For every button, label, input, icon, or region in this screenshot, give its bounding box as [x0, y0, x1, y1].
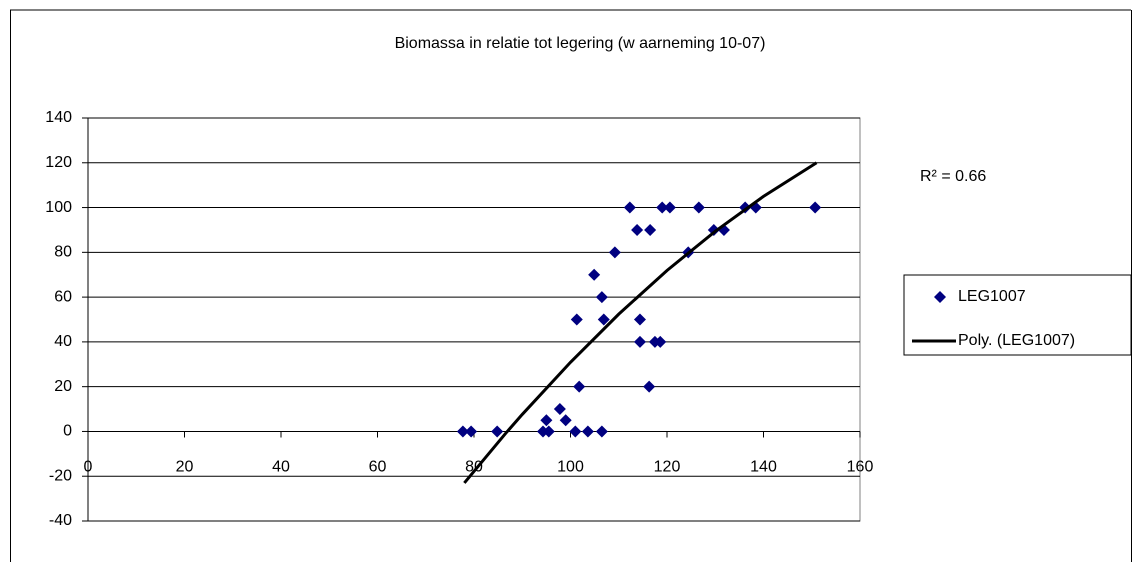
y-tick-label: 80	[54, 244, 72, 261]
trend-line	[463, 161, 818, 484]
point	[570, 313, 583, 326]
y-tick-label: 0	[63, 423, 72, 440]
point	[809, 201, 822, 214]
legend-label: Poly. (LEG1007)	[958, 332, 1075, 349]
y-tick-label: 60	[54, 288, 72, 305]
x-tick-label: 20	[176, 459, 194, 476]
point	[595, 291, 608, 304]
x-tick-label: 120	[654, 459, 681, 476]
x-tick-label: 100	[557, 459, 584, 476]
point	[623, 201, 636, 214]
y-tick-label: 100	[45, 199, 72, 216]
point	[588, 268, 601, 281]
r-squared: R² = 0.66	[920, 168, 986, 185]
y-tick-label: 120	[45, 154, 72, 171]
point	[654, 335, 667, 348]
point	[573, 380, 586, 393]
x-tick-label: 80	[465, 459, 483, 476]
x-tick-label: 60	[369, 459, 387, 476]
x-tick-label: 160	[847, 459, 874, 476]
point	[581, 425, 594, 438]
point	[663, 201, 676, 214]
point	[633, 313, 646, 326]
y-tick-label: -20	[49, 467, 72, 484]
point	[540, 414, 553, 427]
point	[643, 380, 656, 393]
point	[633, 335, 646, 348]
point	[553, 403, 566, 416]
point	[559, 414, 572, 427]
point	[542, 425, 555, 438]
y-tick-label: -40	[49, 512, 72, 529]
point	[631, 223, 644, 236]
point	[707, 223, 720, 236]
point	[595, 425, 608, 438]
x-tick-label: 0	[84, 459, 93, 476]
x-tick-label: 40	[272, 459, 290, 476]
point	[456, 425, 469, 438]
point	[491, 425, 504, 438]
point	[644, 223, 657, 236]
point	[608, 246, 621, 259]
point	[569, 425, 582, 438]
legend-label: LEG1007	[958, 288, 1026, 305]
x-tick-label: 140	[750, 459, 777, 476]
y-tick-label: 140	[45, 109, 72, 126]
point	[465, 425, 478, 438]
legend-marker	[934, 291, 946, 303]
point	[597, 313, 610, 326]
y-tick-label: 20	[54, 378, 72, 395]
y-tick-label: 40	[54, 333, 72, 350]
point	[692, 201, 705, 214]
chart-title: Biomassa in relatie tot legering (w aarn…	[395, 35, 766, 52]
point	[656, 201, 669, 214]
